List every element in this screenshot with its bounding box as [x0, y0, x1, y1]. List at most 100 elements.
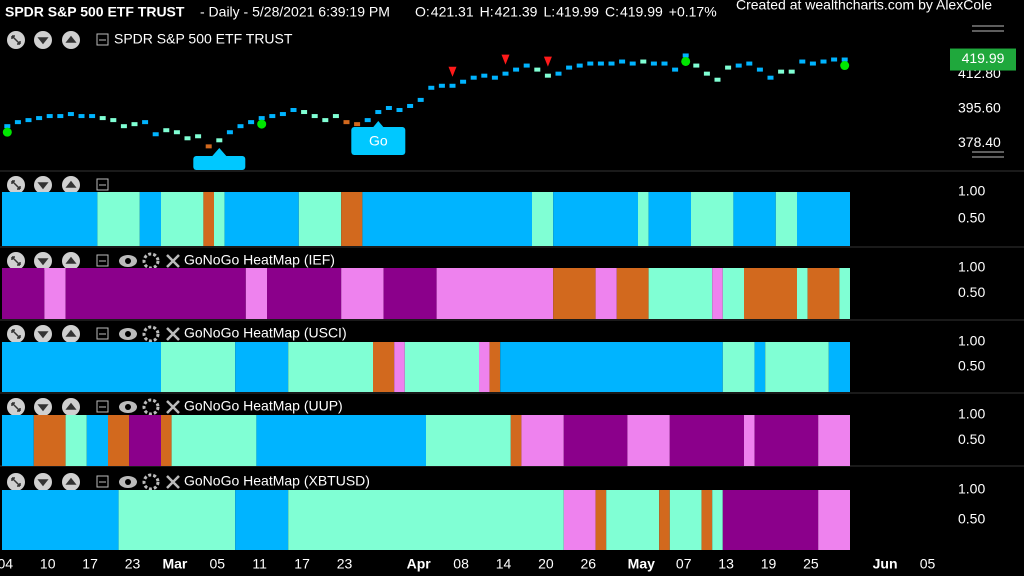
heat-cell — [532, 192, 554, 246]
x-tick-label: 14 — [496, 556, 512, 572]
x-tick-label: Jun — [873, 556, 898, 572]
x-tick-label: 04 — [0, 556, 13, 572]
candle — [555, 71, 562, 76]
x-tick-label: 26 — [581, 556, 597, 572]
heat-cell — [818, 415, 850, 466]
candle — [290, 108, 297, 113]
candle — [226, 130, 233, 135]
panel-icon — [11, 329, 21, 339]
candle — [661, 61, 668, 66]
heat-cell — [214, 192, 225, 246]
x-tick-label: 08 — [453, 556, 469, 572]
candle — [831, 57, 838, 62]
x-tick-label: 05 — [210, 556, 226, 572]
x-tick-label: Mar — [162, 556, 187, 572]
panel-icon — [65, 477, 77, 485]
heat-cell — [479, 342, 490, 392]
heat-cell — [744, 415, 755, 466]
heat-cell — [383, 268, 437, 319]
panel-icon — [37, 37, 49, 45]
heat-cell — [108, 415, 130, 466]
candle — [417, 97, 424, 102]
last-price: 419.99 — [962, 50, 1005, 66]
heat-cell — [521, 415, 564, 466]
go-label: Go — [369, 133, 388, 149]
candle — [375, 110, 382, 115]
eye-icon — [125, 479, 131, 485]
candle — [788, 69, 795, 74]
panel-icon — [65, 256, 77, 264]
heat-cell — [839, 268, 850, 319]
heat-cell — [744, 268, 797, 319]
heat-cell — [86, 415, 108, 466]
x-tick-label: 10 — [40, 556, 56, 572]
panel-icon — [11, 477, 21, 487]
heat-cell — [722, 342, 755, 392]
gear-icon — [142, 473, 160, 491]
candle — [756, 67, 763, 72]
candle — [354, 122, 361, 127]
heat-cell — [65, 415, 87, 466]
candle — [110, 118, 117, 123]
heat-cell — [510, 415, 522, 466]
y-tick-label: 1.00 — [958, 333, 985, 349]
panel-title: SPDR S&P 500 ETF TRUST — [114, 31, 293, 47]
ohlc-value: 419.99 — [556, 4, 599, 20]
candle — [67, 112, 74, 117]
x-tick-label: 13 — [718, 556, 734, 572]
candle — [523, 63, 530, 68]
panel-icon — [37, 479, 49, 487]
panel-title: GoNoGo HeatMap (IEF) — [184, 252, 335, 268]
heat-cell — [701, 490, 713, 550]
heat-cell — [722, 268, 744, 319]
candle — [491, 75, 498, 80]
heat-cell — [765, 342, 829, 392]
collapse-icon — [96, 327, 109, 340]
candle — [809, 61, 816, 66]
x-tick-label: 20 — [538, 556, 554, 572]
candle — [767, 75, 774, 80]
heat-cell — [373, 342, 395, 392]
heat-cell — [235, 342, 289, 392]
candle — [640, 59, 647, 64]
candle — [89, 114, 96, 119]
candle — [428, 85, 435, 90]
heat-cell — [426, 415, 511, 466]
heat-cell — [235, 490, 289, 550]
heat-cell — [161, 342, 236, 392]
ohlc-label: H: — [480, 4, 494, 20]
heat-cell — [161, 415, 172, 466]
candle — [216, 138, 223, 143]
gear-icon — [142, 398, 160, 416]
candle — [163, 128, 170, 133]
change: +0.17% — [669, 4, 717, 20]
candle — [650, 61, 657, 66]
x-tick-label: Apr — [407, 556, 432, 572]
candle — [301, 110, 308, 115]
candle — [57, 114, 64, 119]
heat-cell — [627, 415, 670, 466]
candle — [36, 116, 43, 121]
heat-cell — [341, 268, 384, 319]
ohlc-value: 421.31 — [431, 4, 474, 20]
panel-icon — [37, 258, 49, 266]
candle — [332, 114, 339, 119]
close-icon — [166, 327, 180, 341]
heat-cell — [775, 192, 797, 246]
candle — [396, 108, 403, 113]
heat-cell — [341, 192, 363, 246]
x-tick-label: 23 — [125, 556, 141, 572]
candle — [597, 61, 604, 66]
candle — [205, 144, 212, 149]
candle — [248, 120, 255, 125]
candle — [78, 114, 85, 119]
heat-cell — [33, 415, 66, 466]
candle — [481, 73, 488, 78]
candle — [449, 83, 456, 88]
heat-cell — [818, 490, 850, 550]
candle — [237, 124, 244, 129]
signal-box — [193, 156, 246, 170]
heat-cell — [118, 490, 236, 550]
candle — [566, 65, 573, 70]
